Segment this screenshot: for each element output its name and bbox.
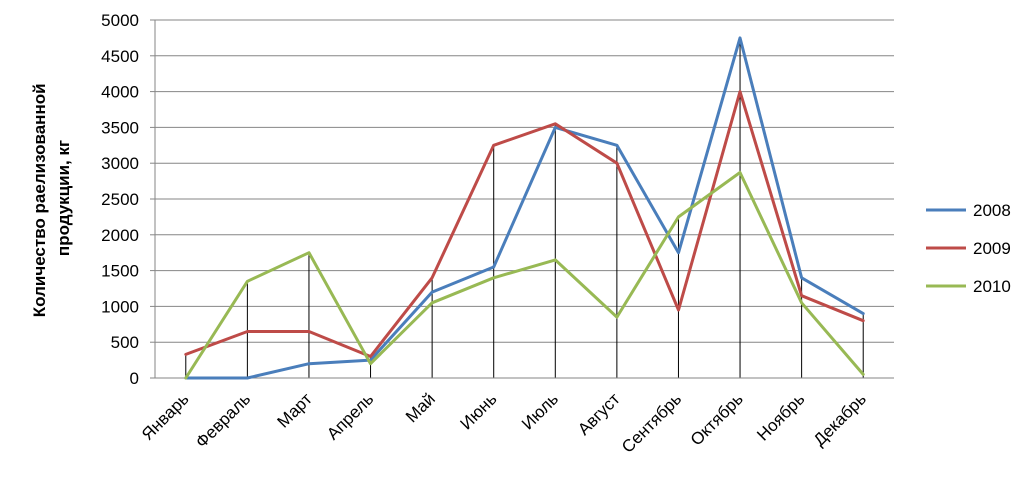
- x-tick-label: Декабрь: [810, 389, 870, 449]
- y-axis-label-line1: Количество раелизованной: [30, 83, 49, 317]
- series-line-2009: [184, 90, 865, 358]
- x-tick-label: Июль: [518, 389, 562, 433]
- series-lines: [184, 36, 865, 380]
- legend-label-2008: 2008: [973, 201, 1011, 220]
- x-tick-label: Февраль: [192, 389, 254, 451]
- x-tick-label: Апрель: [323, 389, 377, 443]
- y-tick-label: 2500: [101, 190, 139, 209]
- y-tick-label: 3000: [101, 154, 139, 173]
- x-tick-label: Август: [574, 389, 624, 439]
- y-axis-label: Количество раелизованной продукции, кг: [30, 79, 73, 318]
- x-tick-label: Октябрь: [687, 389, 747, 449]
- y-tick-labels: 0 500 1000 1500 2000 2500 3000 3500 4000 4500 5000: [101, 11, 139, 388]
- axes: [154, 20, 894, 379]
- y-tick-label: 4500: [101, 47, 139, 66]
- x-tick-labels: Январь Февраль Март Апрель Май Июнь Июль Август…: [138, 389, 870, 456]
- drop-lines: [185, 37, 864, 378]
- y-tick-label: 1000: [101, 297, 139, 316]
- legend-label-2009: 2009: [973, 239, 1011, 258]
- x-tick-label: Май: [402, 389, 439, 426]
- x-tick-label: Март: [274, 389, 316, 431]
- series-line-2010: [184, 171, 865, 380]
- y-tick-label: 3500: [101, 118, 139, 137]
- legend: 2008 2009 2010: [926, 201, 1011, 296]
- y-tick-label: 2000: [101, 226, 139, 245]
- x-tick-label: Сентябрь: [618, 389, 685, 456]
- x-tick-label: Ноябрь: [753, 389, 808, 444]
- series-line-2008: [184, 36, 865, 380]
- y-tick-label: 0: [130, 369, 139, 388]
- x-tick-label: Июнь: [457, 389, 501, 433]
- y-tick-label: 4000: [101, 83, 139, 102]
- y-tick-label: 5000: [101, 11, 139, 30]
- y-tick-label: 500: [111, 333, 139, 352]
- y-tick-label: 1500: [101, 262, 139, 281]
- y-axis-label-line2: продукции, кг: [54, 140, 73, 256]
- legend-label-2010: 2010: [973, 277, 1011, 296]
- gridlines: [150, 19, 894, 379]
- x-tick-label: Январь: [138, 389, 193, 444]
